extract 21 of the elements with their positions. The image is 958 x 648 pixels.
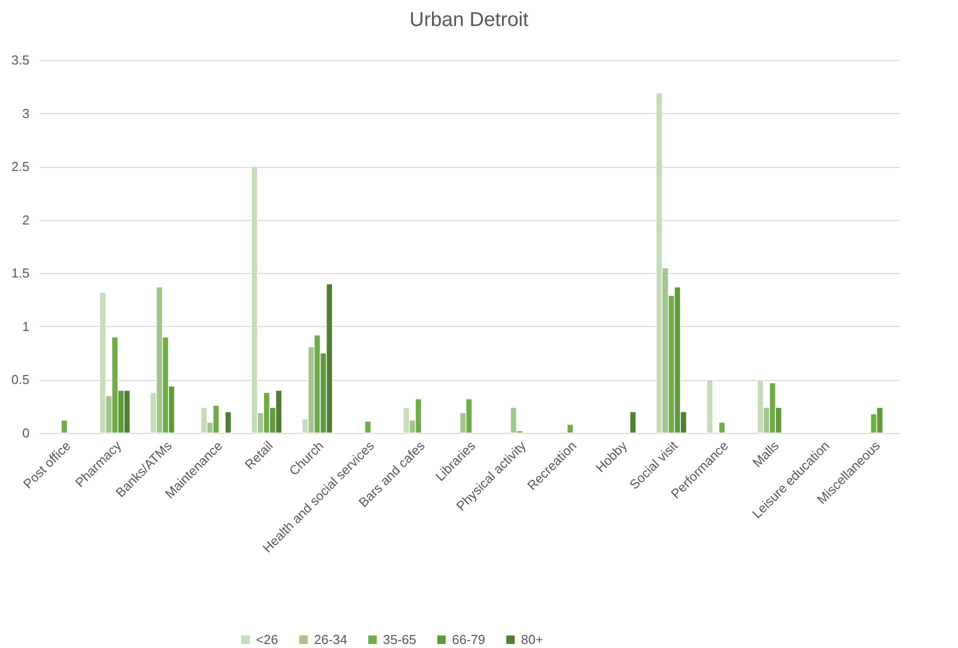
legend-label: 80+ bbox=[521, 632, 544, 647]
bar bbox=[629, 411, 636, 434]
bar bbox=[364, 420, 372, 434]
bar bbox=[566, 424, 574, 434]
y-tick-label: 1 bbox=[22, 318, 30, 334]
bar bbox=[224, 411, 232, 434]
y-tick-label: 0 bbox=[22, 426, 30, 440]
legend-label: 26-34 bbox=[314, 632, 348, 647]
bar bbox=[706, 379, 714, 434]
legend-label: 35-65 bbox=[383, 632, 416, 647]
y-tick-label: 1.5 bbox=[11, 266, 30, 281]
y-tick-label: 0.5 bbox=[11, 372, 30, 388]
y-tick-label: 3 bbox=[22, 106, 30, 121]
y-tick-label: 2 bbox=[22, 212, 30, 228]
y-tick-label: 2.5 bbox=[11, 159, 30, 174]
y-tick-label: 3.5 bbox=[11, 52, 30, 68]
legend-label: 66-79 bbox=[452, 632, 486, 647]
bar bbox=[60, 420, 68, 434]
legend-label: <26 bbox=[256, 632, 278, 647]
bar bbox=[718, 422, 726, 434]
chart-title: Urban Detroit bbox=[410, 9, 529, 31]
